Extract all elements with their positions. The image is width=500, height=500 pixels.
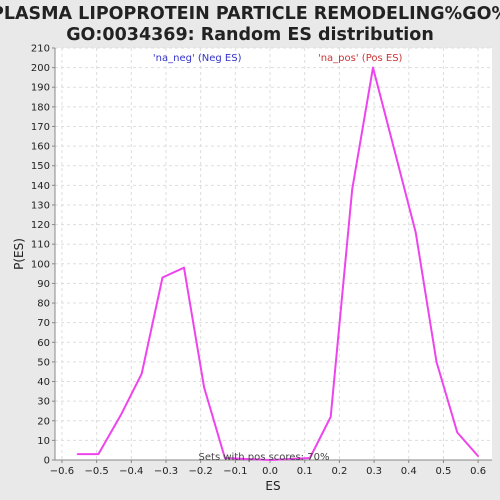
x-tick-label: 0.3 <box>366 466 382 477</box>
plot-area <box>55 48 492 460</box>
data-point <box>161 276 164 279</box>
data-point <box>140 372 143 375</box>
y-tick-label: 20 <box>37 416 50 427</box>
y-tick-label: 40 <box>37 377 50 388</box>
x-tick-label: −0.4 <box>119 466 143 477</box>
data-point <box>224 457 226 459</box>
x-tick-label: −0.5 <box>84 466 108 477</box>
data-point <box>97 453 100 455</box>
data-point <box>329 416 332 418</box>
y-tick-label: 180 <box>31 102 50 113</box>
data-point <box>394 151 396 153</box>
x-axis-label: ES <box>265 479 280 493</box>
data-point <box>456 431 459 434</box>
series <box>76 66 479 461</box>
es-distribution-line <box>77 66 479 461</box>
y-tick-label: 130 <box>31 200 50 211</box>
y-tick-label: 200 <box>31 63 50 74</box>
y-tick-label: 160 <box>31 142 50 153</box>
y-tick-label: 120 <box>31 220 50 231</box>
x-tick-label: 0.5 <box>435 466 451 477</box>
data-point <box>477 455 479 457</box>
data-point <box>183 266 185 269</box>
x-tick-label: 0.1 <box>297 466 313 477</box>
y-tick-label: 110 <box>31 240 50 251</box>
x-tick-label: 0.0 <box>262 466 278 477</box>
chart-title-line2: GO:0034369: Random ES distribution <box>66 25 434 45</box>
chart-title-line1: PLASMA LIPOPROTEIN PARTICLE REMODELING%G… <box>0 4 500 24</box>
y-tick-label: 140 <box>31 181 50 192</box>
x-tick-label: −0.6 <box>50 466 74 477</box>
y-tick-label: 100 <box>31 259 50 270</box>
x-tick-label: −0.2 <box>189 466 213 477</box>
x-tick-label: 0.2 <box>331 466 347 477</box>
y-axis-label: P(ES) <box>12 238 26 270</box>
y-tick-label: 50 <box>37 357 50 368</box>
data-point <box>414 231 417 234</box>
x-tick-label: 0.6 <box>470 466 486 477</box>
y-tick-label: 210 <box>31 44 50 55</box>
legend-entry: 'na_pos' (Pos ES) <box>318 53 403 64</box>
legend: 'na_neg' (Neg ES) 'na_pos' (Pos ES) <box>153 53 403 64</box>
data-point <box>351 188 354 191</box>
y-tick-label: 70 <box>37 318 50 329</box>
grid <box>55 47 492 461</box>
pos-scores-annotation: Sets with pos scores: 70% <box>199 452 330 463</box>
y-tick-label: 150 <box>31 161 50 172</box>
y-tick-label: 10 <box>37 436 50 447</box>
data-point <box>309 457 311 459</box>
y-tick-label: 90 <box>37 279 50 290</box>
x-tick-label: −0.3 <box>154 466 178 477</box>
data-point <box>372 66 374 69</box>
data-point <box>435 361 438 363</box>
legend-entry: 'na_neg' (Neg ES) <box>153 53 242 64</box>
axes: 0 10 20 30 40 50 60 70 80 90 100 110 120 130 140 150 160… <box>31 44 492 477</box>
y-tick-label: 0 <box>44 456 50 467</box>
y-tick-label: 190 <box>31 83 50 94</box>
y-tick-label: 30 <box>37 397 50 408</box>
y-tick-label: 80 <box>37 299 50 310</box>
y-tick-label: 170 <box>31 122 50 133</box>
x-tick-label: −0.1 <box>223 466 247 477</box>
data-point <box>203 386 205 389</box>
x-tick-label: 0.4 <box>401 466 417 477</box>
data-point <box>269 459 271 461</box>
data-point <box>76 453 79 455</box>
data-point <box>120 414 122 416</box>
y-tick-label: 60 <box>37 338 50 349</box>
